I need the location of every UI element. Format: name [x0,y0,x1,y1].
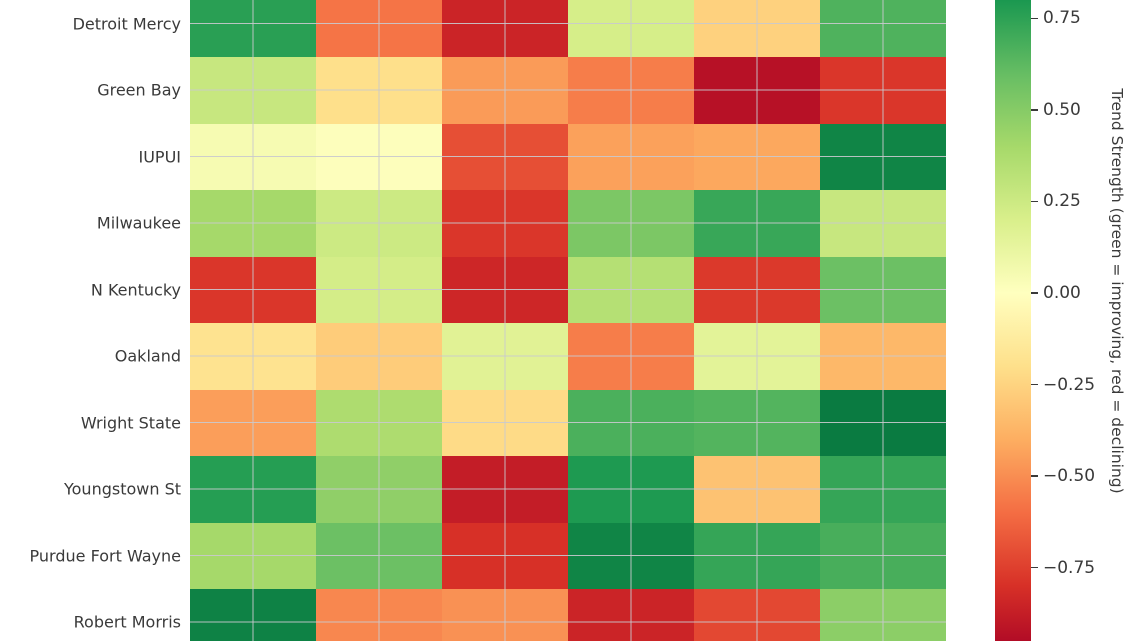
heatmap-cell [190,123,317,191]
heatmap-cell [568,123,695,191]
heatmap-cell [316,189,443,257]
heatmap-cell [568,56,695,124]
heatmap-cell [568,455,695,523]
heatmap-cell [820,189,946,257]
row-label: Robert Morris [73,612,181,632]
row-label: Detroit Mercy [72,14,181,33]
row-label: Purdue Fort Wayne [29,546,181,565]
colorbar-tick-mark [1031,566,1038,569]
heatmap-cell [820,522,946,590]
row-label: Wright State [80,413,181,432]
heatmap-cell [190,0,317,58]
row-label: Youngstown St [63,479,181,499]
heatmap-cell [190,322,317,390]
row-label: N Kentucky [90,280,181,299]
heatmap-cell [190,256,317,324]
colorbar-tick-mark [1031,383,1038,386]
colorbar-tick-label: 0.75 [1043,8,1081,29]
heatmap-cell [442,56,569,124]
heatmap-cell [694,123,821,191]
heatmap-grid [190,0,946,641]
heatmap-cell [694,56,821,124]
colorbar-tick-label: −0.50 [1043,466,1096,487]
heatmap-cell [190,189,317,257]
row-label: Oakland [114,346,181,366]
heatmap-cell [694,389,821,457]
heatmap-cell [694,189,821,257]
heatmap-cell [442,389,569,457]
colorbar-tick-mark [1031,200,1038,203]
heatmap-cell [694,0,821,58]
heatmap-cell [820,56,946,124]
heatmap-cell [442,123,569,191]
heatmap-cell [820,588,946,641]
heatmap-cell [190,389,317,457]
heatmap-cell [442,588,569,641]
heatmap-cell [820,0,946,58]
row-label: Green Bay [97,80,181,100]
colorbar-tick-mark [1031,17,1038,20]
heatmap-cell [820,322,946,390]
heatmap-cell [442,322,569,390]
heatmap-cell [568,588,695,641]
heatmap-cell [442,522,569,590]
colorbar [995,0,1031,641]
heatmap-cell [190,455,317,523]
heatmap-cell [694,455,821,523]
heatmap-cell [820,455,946,523]
heatmap-cell [820,389,946,457]
heatmap-cell [568,322,695,390]
heatmap-cell [442,455,569,523]
heatmap-cell [694,322,821,390]
heatmap-cell [316,123,443,191]
colorbar-tick-label: 0.00 [1043,283,1081,304]
heatmap-cell [442,0,569,58]
heatmap-cell [442,256,569,324]
heatmap-cell [568,389,695,457]
heatmap-cell [316,588,443,641]
colorbar-tick-label: 0.50 [1043,99,1081,120]
colorbar-label: Trend Strength (green = improving, red =… [1108,88,1126,494]
heatmap-cell [316,56,443,124]
heatmap-cell [190,522,317,590]
heatmap-cell [694,588,821,641]
colorbar-tick-label: −0.75 [1043,557,1096,578]
colorbar-tick-label: −0.25 [1043,374,1096,395]
heatmap-cell [190,588,317,641]
heatmap-cell [568,522,695,590]
colorbar-tick-mark [1031,109,1038,111]
heatmap-cell [316,522,443,590]
colorbar-tick-mark [1031,475,1038,477]
heatmap-cell [442,189,569,257]
heatmap-cell [820,256,946,324]
heatmap-cell [568,189,695,257]
colorbar-tick-mark [1031,292,1038,294]
colorbar-tick-label: 0.25 [1043,191,1081,212]
heatmap-cell [820,123,946,191]
row-label: IUPUI [138,147,181,166]
heatmap-cell [316,322,443,390]
heatmap-cell [316,256,443,324]
heatmap-cell [694,256,821,324]
heatmap-cell [190,56,317,124]
y-axis-labels: Detroit Mercy Green Bay IUPUI Milwaukee N Ke… [0,0,181,641]
heatmap-cell [316,389,443,457]
heatmap-cell [316,455,443,523]
heatmap-cell [694,522,821,590]
heatmap-cell [568,0,695,58]
row-label: Milwaukee [96,213,181,233]
heatmap-cell [568,256,695,324]
heatmap-cell [316,0,443,58]
